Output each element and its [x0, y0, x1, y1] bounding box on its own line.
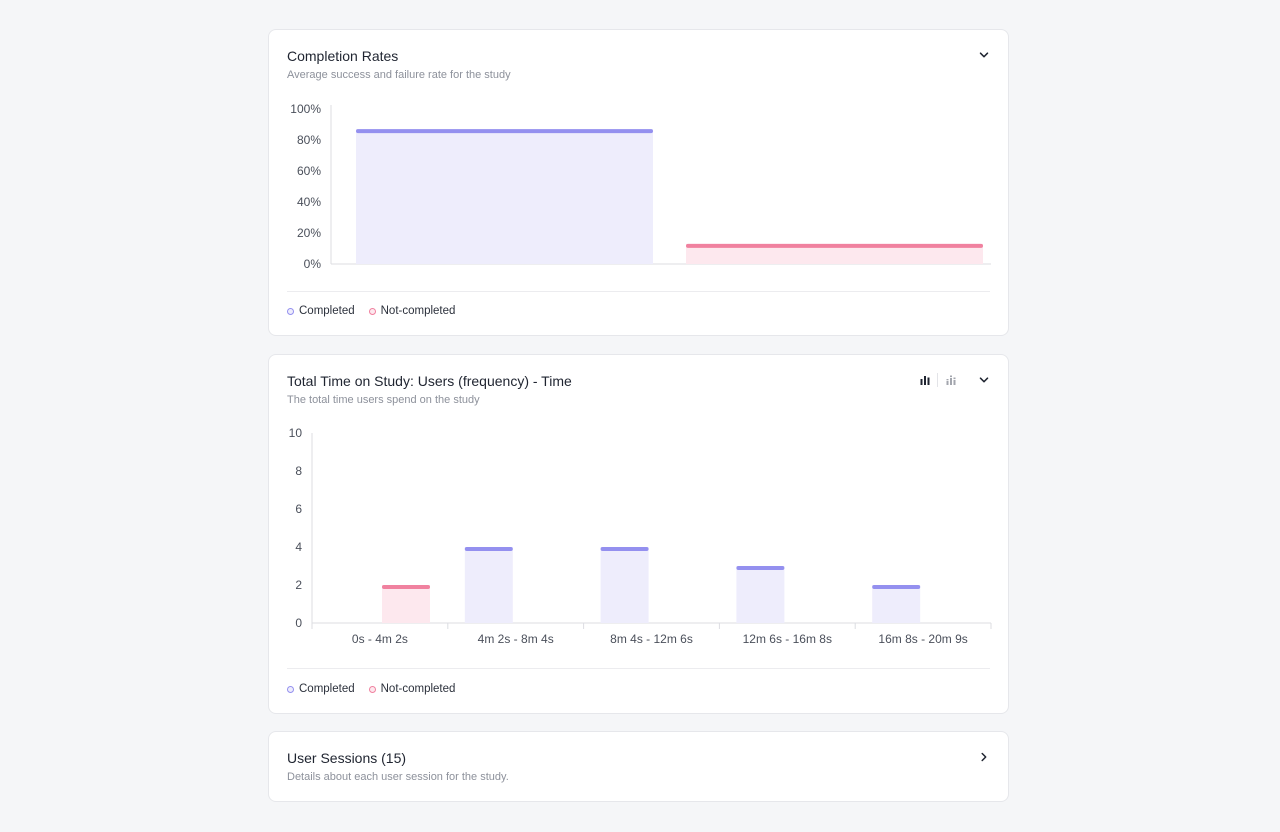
completion-rates-card: Completion Rates Average success and fai…: [268, 29, 1009, 336]
completion-rates-title: Completion Rates: [287, 48, 399, 64]
time-on-study-title: Total Time on Study: Users (frequency) -…: [287, 373, 572, 389]
bar-completed: [872, 585, 921, 623]
bar-chart-icon[interactable]: [916, 371, 934, 389]
legend-item-not-completed[interactable]: Not-completed: [368, 305, 456, 317]
user-sessions-title: User Sessions (15): [287, 750, 407, 766]
x-tick-label: 12m 6s - 16m 8s: [743, 632, 832, 646]
chevron-down-icon[interactable]: [975, 371, 993, 389]
x-tick-label: 0s - 4m 2s: [352, 632, 408, 646]
completed-dot: [287, 307, 294, 315]
time-on-study-card: Total Time on Study: Users (frequency) -…: [268, 354, 1009, 714]
legend-label: Completed: [299, 305, 355, 317]
bar-not-completed: [686, 243, 983, 264]
legend-item-completed[interactable]: Completed: [287, 305, 355, 317]
y-tick-label: 10: [289, 426, 303, 440]
y-tick-label: 4: [295, 540, 302, 554]
y-tick-label: 0: [295, 616, 302, 630]
completed-dot: [287, 685, 294, 693]
bar-completed: [736, 566, 785, 623]
y-tick-label: 6: [295, 502, 302, 516]
legend-label: Not-completed: [380, 305, 456, 317]
toolbar-divider: [937, 373, 938, 387]
y-tick-label: 80%: [297, 133, 321, 147]
y-tick-label: 40%: [297, 195, 321, 209]
bar-completed: [600, 547, 649, 623]
user-sessions-card[interactable]: User Sessions (15) Details about each us…: [268, 731, 1009, 802]
user-sessions-subtitle: Details about each user session for the …: [287, 771, 509, 783]
chart-legend: Completed Not-completed: [287, 683, 455, 695]
legend-label: Not-completed: [380, 683, 456, 695]
y-tick-label: 0%: [304, 257, 322, 271]
time-on-study-subtitle: The total time users spend on the study: [287, 394, 480, 406]
y-tick-label: 2: [295, 578, 302, 592]
bar-not-completed: [382, 585, 430, 623]
legend-item-not-completed[interactable]: Not-completed: [368, 683, 456, 695]
not-completed-dot: [368, 307, 376, 315]
time-on-study-chart: 0 2 4 6 8 10 0s - 4m 2s 4m 2s - 8m 4s 8m 4s - 12…: [289, 426, 992, 646]
x-tick-label: 8m 4s - 12m 6s: [610, 632, 693, 646]
divider: [287, 291, 990, 292]
legend-item-completed[interactable]: Completed: [287, 683, 355, 695]
divider: [287, 668, 990, 669]
y-tick-label: 8: [295, 464, 302, 478]
chevron-right-icon[interactable]: [975, 748, 993, 766]
legend-label: Completed: [299, 683, 355, 695]
y-tick-label: 60%: [297, 164, 321, 178]
chart-legend: Completed Not-completed: [287, 305, 455, 317]
x-tick-label: 16m 8s - 20m 9s: [878, 632, 967, 646]
chevron-down-icon[interactable]: [975, 46, 993, 64]
bar-completed: [464, 547, 513, 623]
completion-rates-subtitle: Average success and failure rate for the…: [287, 69, 511, 81]
y-tick-label: 20%: [297, 226, 321, 240]
completion-rates-chart: 0% 20% 40% 60% 80% 100%: [290, 102, 991, 271]
stacked-bar-icon[interactable]: [942, 371, 960, 389]
y-tick-label: 100%: [290, 102, 321, 116]
bar-completed: [356, 129, 653, 264]
not-completed-dot: [368, 685, 376, 693]
x-tick-label: 4m 2s - 8m 4s: [478, 632, 554, 646]
